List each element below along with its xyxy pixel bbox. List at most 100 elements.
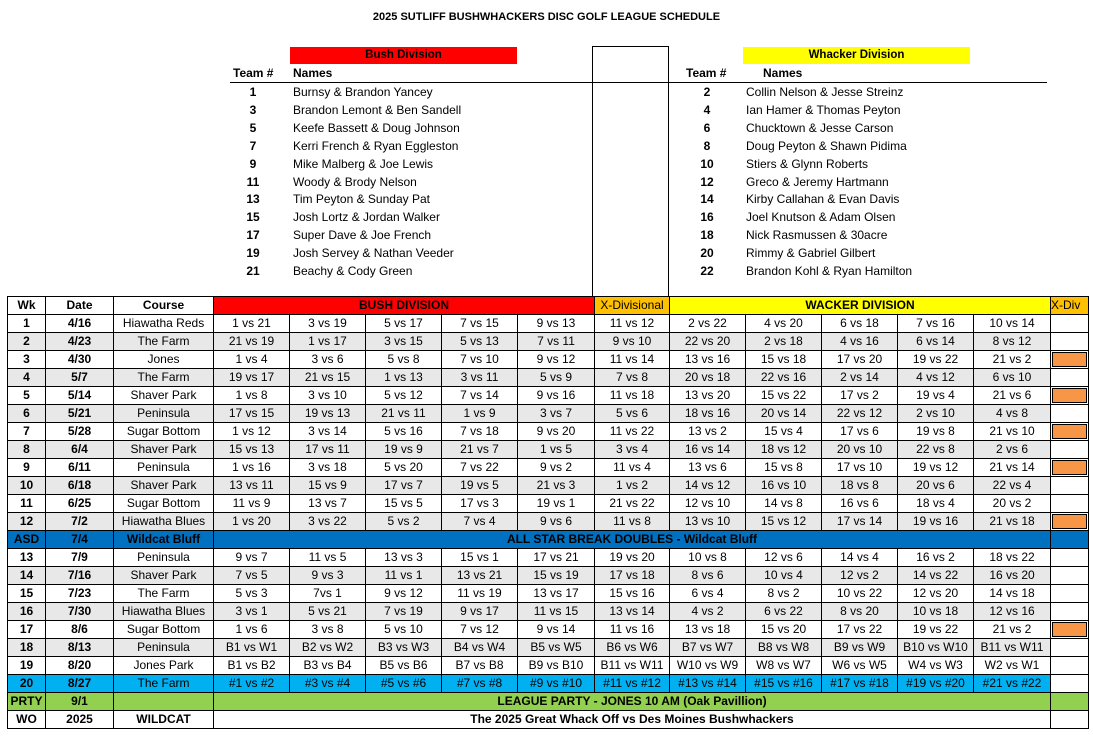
game-cell: 17 vs 15 [213,404,290,423]
week-cell: PRTY [7,692,46,711]
game-cell: 22 vs 16 [745,368,822,387]
whacker-team-number: 4 [703,102,711,117]
week-cell: 11 [7,494,46,513]
game-cell: 20 vs 6 [897,476,974,495]
week-cell: 3 [7,350,46,369]
game-cell: 15 vs 19 [517,566,595,585]
game-cell: 1 vs 9 [441,404,518,423]
schedule-header-row: Wk Date Course BUSH DIVISION X-Divisiona… [7,296,1089,315]
game-cell: 20 vs 2 [973,494,1051,513]
game-cell: 17 vs 21 [517,548,595,567]
wo-row: WO 2025 WILDCAT The 2025 Great Whack Off vs… [7,710,1089,729]
game-cell: 11 vs 22 [594,422,670,441]
game-cell: W4 vs W3 [897,656,974,675]
schedule-row: 1 4/16 Hiawatha Reds 1 vs 21 3 vs 19 5 vs 17 7… [7,314,1089,333]
whacker-team-number: 22 [700,264,714,278]
game-cell: W2 vs W1 [973,656,1051,675]
week-cell: 1 [7,314,46,333]
game-cell: 7 vs 11 [517,332,595,351]
week-cell: ASD [7,530,46,549]
game-cell: 16 vs 10 [745,476,822,495]
xdiv-empty [1050,692,1089,711]
game-cell: 1 vs 16 [213,458,290,477]
game-cell: 13 vs 11 [213,476,290,495]
game-cell: 5 vs 13 [441,332,518,351]
week-cell: 16 [7,602,46,621]
game-cell: 9 vs 3 [289,566,366,585]
xdiv-marker [1052,514,1087,529]
game-cell: 18 vs 8 [821,476,898,495]
game-cell: #7 vs #8 [441,674,518,693]
course-cell: Peninsula [113,404,214,423]
game-cell: 6 vs 14 [897,332,974,351]
party-text: LEAGUE PARTY - JONES 10 AM (Oak Pavillio… [213,692,1051,711]
date-cell: 6/25 [45,494,114,513]
game-cell: 15 vs 20 [745,620,822,639]
game-cell: 7 vs 8 [594,368,670,387]
game-cell: 9 vs 14 [517,620,595,639]
schedule-row: 19 8/20 Jones Park B1 vs B2 B3 vs B4 B5 vs B6… [7,656,1089,675]
game-cell: 19 vs 22 [897,620,974,639]
game-cell: 15 vs 9 [289,476,366,495]
header-underline [230,82,1047,83]
game-cell: 13 vs 7 [289,494,366,513]
course-cell [113,692,214,711]
game-cell: 16 vs 2 [897,548,974,567]
date-cell: 7/4 [45,530,114,549]
xdiv-empty [1050,710,1089,729]
course-cell: Peninsula [113,548,214,567]
game-cell: #15 vs #16 [745,674,822,693]
game-cell: 13 vs 20 [669,386,746,405]
game-cell: 3 vs 8 [289,620,366,639]
game-cell: 20 vs 14 [745,404,822,423]
game-cell: 21 vs 11 [365,404,442,423]
xdiv-empty [1050,530,1089,549]
schedule-row: 8 6/4 Shaver Park 15 vs 13 17 vs 11 19 vs 9 21… [7,440,1089,459]
course-cell: Wildcat Bluff [113,530,214,549]
date-cell: 7/9 [45,548,114,567]
bush-division-label: Bush Division [290,47,517,64]
week-cell: 2 [7,332,46,351]
game-cell: 3 vs 15 [365,332,442,351]
whacker-team-names: Joel Knutson & Adam Olsen [746,210,896,225]
game-cell: 15 vs 16 [594,584,670,603]
game-cell: 12 vs 6 [745,548,822,567]
week-cell: 14 [7,566,46,585]
schedule-table: Wk Date Course BUSH DIVISION X-Divisiona… [7,296,1089,729]
game-cell: 4 vs 20 [745,314,822,333]
game-cell: 13 vs 14 [594,602,670,621]
week-cell: WO [7,710,46,729]
course-cell: Shaver Park [113,386,214,405]
game-cell: 1 vs 21 [213,314,290,333]
course-cell: Jones [113,350,214,369]
date-cell: 8/13 [45,638,114,657]
game-cell: 6 vs 10 [973,368,1051,387]
game-cell: #1 vs #2 [213,674,290,693]
xdiv-marker-cell [1050,548,1089,567]
game-cell: B1 vs W1 [213,638,290,657]
date-cell: 7/23 [45,584,114,603]
bush-team-names: Kerri French & Ryan Eggleston [293,138,459,153]
game-cell: 2 vs 18 [745,332,822,351]
course-cell: Sugar Bottom [113,494,214,513]
whacker-team-header: Team # [686,66,727,80]
game-cell: 12 vs 2 [821,566,898,585]
game-cell: 19 vs 5 [441,476,518,495]
week-cell: 18 [7,638,46,657]
whacker-team-names: Ian Hamer & Thomas Peyton [746,102,901,117]
whacker-team-names: Brandon Kohl & Ryan Hamilton [746,264,913,278]
game-cell: 2 vs 14 [821,368,898,387]
game-cell: 7vs 1 [289,584,366,603]
game-cell: 21 vs 19 [213,332,290,351]
game-cell: 11 vs 16 [594,620,670,639]
whacker-team-number: 2 [703,85,711,99]
game-cell: 14 vs 22 [897,566,974,585]
game-cell: 3 vs 14 [289,422,366,441]
game-cell: B2 vs W2 [289,638,366,657]
game-cell: 11 vs 5 [289,548,366,567]
whacker-division-label: Whacker Division [743,47,970,64]
game-cell: 4 vs 12 [897,368,974,387]
